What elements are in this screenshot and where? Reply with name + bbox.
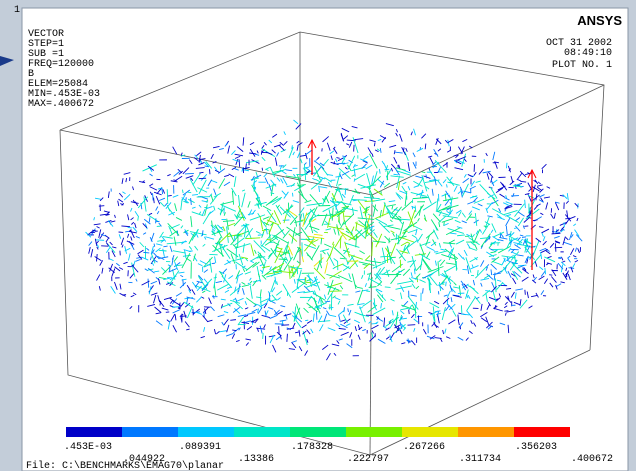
vector: [416, 302, 417, 306]
vector: [239, 159, 240, 166]
vector: [423, 288, 424, 293]
vector: [549, 275, 552, 276]
vector: [167, 189, 168, 204]
logo: ANSYS: [577, 13, 622, 28]
legend-label: .356203: [515, 442, 557, 453]
vector: [287, 334, 288, 342]
vector: [143, 252, 149, 253]
plot-number: PLOT NO. 1: [552, 60, 612, 71]
file-path: File: C:\BENCHMARKS\EMAG70\planar: [26, 460, 224, 471]
legend-label: .13386: [238, 454, 274, 465]
vector: [514, 228, 517, 229]
screenshot: 1 VECTORSTEP=1SUB =1FREQ=120000BELEM=250…: [0, 0, 636, 471]
vector: [385, 287, 391, 288]
legend-label: .400672: [571, 454, 613, 465]
window-number: 1: [14, 5, 20, 16]
legend-swatch: [514, 427, 570, 437]
vector: [154, 198, 155, 204]
vector: [359, 308, 362, 309]
legend-swatch: [234, 427, 290, 437]
vector: [447, 184, 448, 187]
vector: [153, 193, 154, 200]
vector: [97, 254, 98, 261]
vector: [238, 233, 239, 248]
vector: [522, 237, 526, 238]
legend-swatch: [178, 427, 234, 437]
legend-label: .311734: [459, 454, 501, 465]
legend-label: .267266: [403, 442, 445, 453]
vector: [90, 232, 95, 233]
legend-label: .089391: [179, 442, 221, 453]
vector: [212, 263, 215, 264]
vector: [354, 179, 355, 182]
vector: [128, 227, 132, 228]
vector: [185, 173, 194, 174]
time: 08:49:10: [564, 48, 612, 59]
vector: [491, 249, 503, 250]
legend-label: .178328: [291, 442, 333, 453]
info-line: FREQ=120000: [28, 59, 94, 70]
vector: [379, 274, 387, 275]
legend-swatch: [458, 427, 514, 437]
vector: [336, 163, 345, 164]
vector: [187, 192, 191, 193]
legend-label: .453E-03: [64, 442, 112, 453]
info-line: MAX=.400672: [28, 99, 94, 110]
vector: [446, 282, 447, 287]
vector: [258, 235, 264, 236]
legend-swatch: [290, 427, 346, 437]
vector: [380, 256, 389, 257]
vector: [407, 325, 415, 326]
vector: [267, 240, 272, 241]
legend-swatch: [122, 427, 178, 437]
vector: [496, 279, 497, 293]
legend-label: .222797: [347, 454, 389, 465]
vector: [182, 190, 183, 193]
vector: [365, 221, 366, 235]
vector: [309, 307, 313, 308]
vector: [321, 300, 322, 308]
vector: [199, 178, 206, 179]
vector: [262, 168, 263, 171]
page: 1 VECTORSTEP=1SUB =1FREQ=120000BELEM=250…: [0, 0, 636, 471]
vector: [398, 271, 402, 272]
vector: [220, 237, 221, 240]
vector: [305, 320, 308, 321]
vector: [172, 307, 179, 308]
legend-swatch: [402, 427, 458, 437]
vector: [409, 310, 410, 314]
legend-swatch: [346, 427, 402, 437]
legend-swatch: [66, 427, 122, 437]
